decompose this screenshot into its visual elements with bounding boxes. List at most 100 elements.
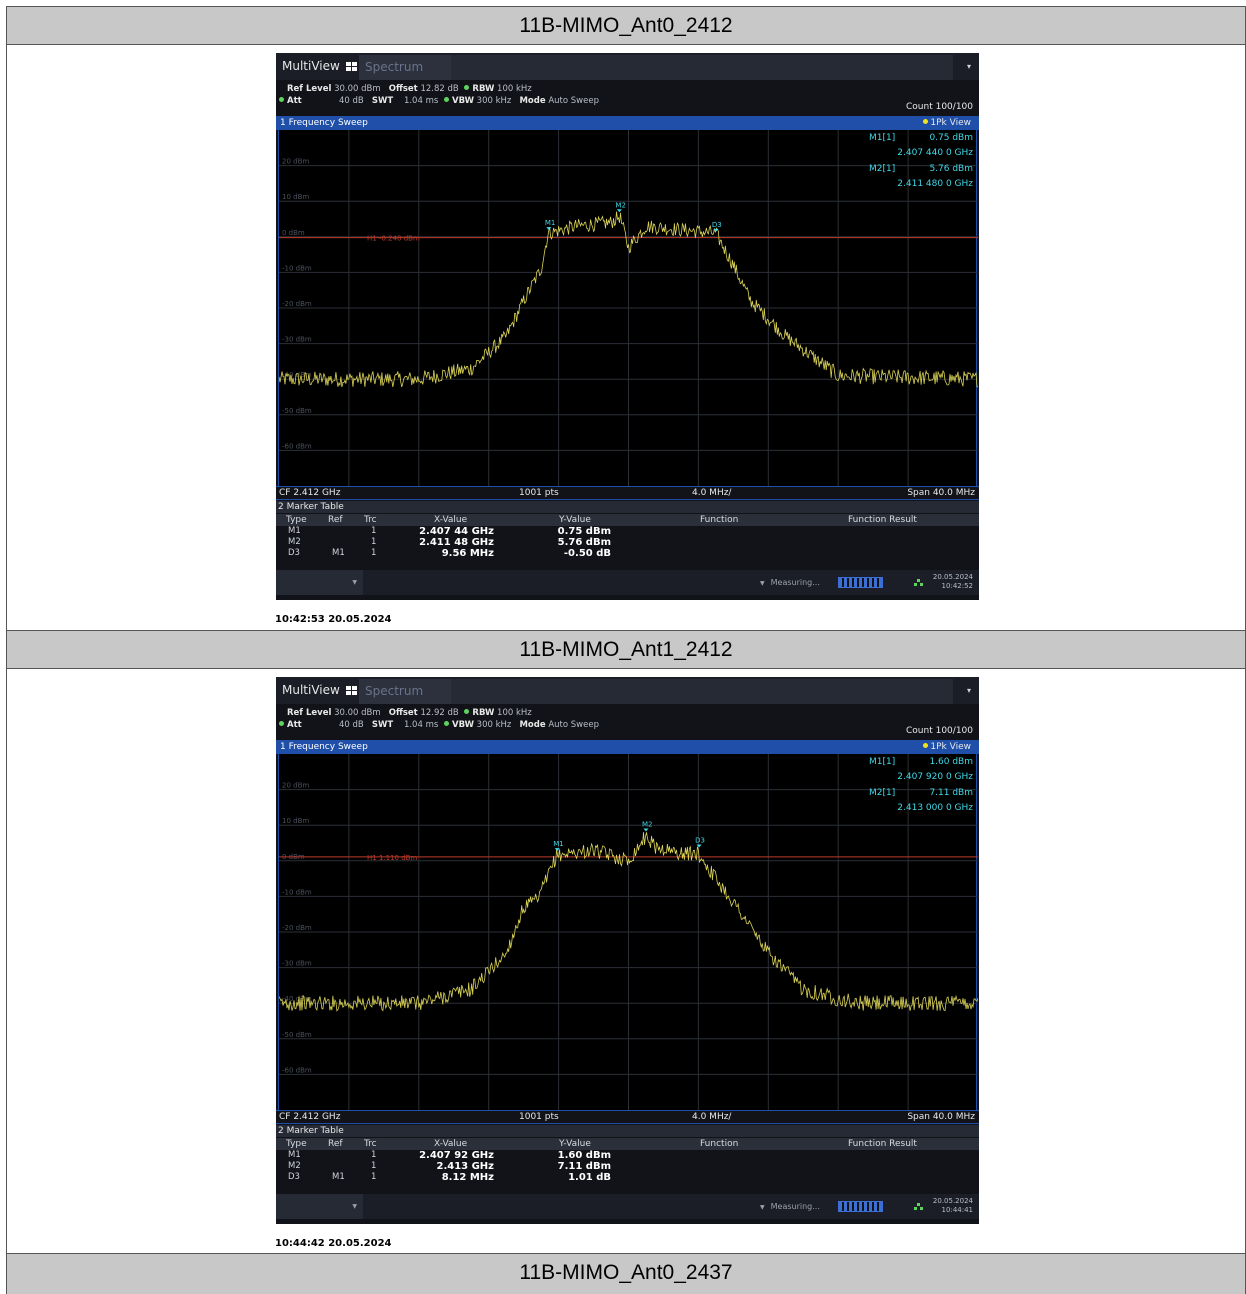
- marker-table-col-function: Function: [700, 515, 739, 525]
- measuring-chevron-icon[interactable]: ▼: [760, 1204, 765, 1211]
- marker-x-value: 8.12 MHz: [441, 1172, 494, 1183]
- tab-multiview[interactable]: MultiView: [276, 53, 359, 80]
- marker-x-value: 2.407 92 GHz: [419, 1150, 494, 1161]
- sweep-title: 1 Frequency Sweep: [280, 742, 368, 752]
- marker-table-row: M1 1 2.407 44 GHz 0.75 dBm: [276, 526, 979, 537]
- param-row-2: Att 40 dB SWT 1.04 ms VBW 300 kHz Mode Au…: [279, 719, 599, 731]
- marker-readout-name: M2[1]: [869, 788, 895, 798]
- measurement-parameters: Ref Level 30.00 dBm Offset 12.92 dB RBW …: [276, 704, 979, 740]
- section-title: 11B-MIMO_Ant0_2437: [6, 1253, 1246, 1294]
- marker-readout-frequency: 2.407 920 0 GHz: [897, 772, 973, 782]
- section-title: 11B-MIMO_Ant1_2412: [7, 631, 1245, 669]
- y-axis-label: -30 dBm: [282, 336, 312, 344]
- section-body: MultiView Spectrum ▾ Ref Level 30.00 dBm…: [7, 669, 1245, 1255]
- marker-type: M1: [288, 1150, 301, 1160]
- marker-trc: 1: [371, 526, 377, 536]
- measuring-status: ▼ Measuring...: [760, 1194, 820, 1220]
- y-axis-label: 20 dBm: [282, 158, 309, 166]
- center-frequency: CF 2.412 GHz: [279, 488, 341, 498]
- marker-triangle-icon: [546, 227, 552, 231]
- view-text: 1Pk View: [930, 118, 971, 128]
- marker-trc: 1: [371, 1150, 377, 1160]
- marker-table-col-x-value: X-Value: [434, 1139, 468, 1149]
- spectrum-plot[interactable]: 20 dBm 10 dBm 0 dBm -10 dBm -20 dBm -30 dBm -4…: [278, 754, 978, 1110]
- marker-triangle-icon: [643, 828, 649, 832]
- trace-indicator-icon: [923, 743, 929, 748]
- frequency-span: Span 40.0 MHz: [907, 1112, 975, 1122]
- network-icon: [914, 579, 923, 586]
- marker-label: M2: [642, 820, 653, 828]
- analyzer-screenshot: MultiView Spectrum ▾ Ref Level 30.00 dBm…: [276, 53, 979, 600]
- y-axis-label: -40 dBm: [282, 995, 312, 1003]
- marker-type: M1: [288, 526, 301, 536]
- param-row-2: Att 40 dB SWT 1.04 ms VBW 300 kHz Mode Au…: [279, 95, 599, 107]
- status-bar: ▼ ▼ Measuring... 20.05.2024 10:44:41: [276, 1194, 979, 1219]
- x-axis-info: CF 2.412 GHz 1001 pts 4.0 MHz/ Span 40.0…: [276, 486, 979, 500]
- section-body: MultiView Spectrum ▾ Ref Level 30.00 dBm…: [7, 45, 1245, 631]
- y-axis-label: -60 dBm: [282, 1066, 312, 1074]
- marker-table-col-function: Function: [700, 1139, 739, 1149]
- tab-multiview-label: MultiView: [282, 683, 340, 697]
- marker-table-col-x-value: X-Value: [434, 515, 468, 525]
- att-value: 40 dB: [338, 96, 364, 106]
- spectrum-plot[interactable]: 20 dBm 10 dBm 0 dBm -10 dBm -20 dBm -30 dBm -4…: [278, 130, 978, 486]
- marker-y-value: 0.75 dBm: [557, 526, 611, 537]
- param-row-1: Ref Level 30.00 dBm Offset 12.92 dB RBW …: [287, 707, 532, 719]
- status-dropdown-chevron-icon[interactable]: ▼: [276, 1194, 363, 1219]
- tab-menu-chevron-icon[interactable]: ▾: [966, 686, 971, 695]
- ref-level-value: 30.00 dBm: [334, 84, 381, 94]
- marker-trc: 1: [371, 548, 377, 558]
- marker-type: M2: [288, 1161, 301, 1171]
- swt-value: 1.04 ms: [403, 720, 439, 730]
- status-time: 10:44:41: [941, 1206, 973, 1214]
- y-axis-label: -20 dBm: [282, 300, 312, 308]
- att-indicator-icon: [279, 97, 284, 102]
- trace-indicator-icon: [923, 119, 929, 124]
- multiview-grid-icon: [345, 62, 357, 71]
- att-label: Att: [287, 720, 302, 730]
- ref-level-label: Ref Level: [287, 708, 332, 718]
- measuring-text: Measuring...: [770, 578, 820, 587]
- att-label: Att: [287, 96, 302, 106]
- marker-trc: 1: [371, 537, 377, 547]
- tab-menu-chevron-icon[interactable]: ▾: [966, 62, 971, 71]
- marker-triangle-icon: [554, 848, 560, 852]
- mode-value: Auto Sweep: [548, 720, 599, 730]
- marker-ref: M1: [332, 548, 345, 558]
- marker-table-row: D3 M1 1 8.12 MHz 1.01 dB: [276, 1172, 979, 1183]
- ref-level-value: 30.00 dBm: [334, 708, 381, 718]
- measuring-chevron-icon[interactable]: ▼: [760, 580, 765, 587]
- spectrum-trace: [279, 832, 978, 1012]
- capture-timestamp: 10:44:42 20.05.2024: [275, 1238, 392, 1249]
- vbw-indicator-icon: [443, 97, 449, 102]
- vbw-indicator-icon: [443, 721, 449, 726]
- network-icon: [914, 1203, 923, 1210]
- mode-label: Mode: [519, 96, 546, 106]
- sweep-points: 1001 pts: [519, 488, 559, 498]
- offset-value: 12.92 dB: [420, 708, 459, 718]
- marker-readout-value: 5.76 dBm: [929, 164, 973, 174]
- ref-level-label: Ref Level: [287, 84, 332, 94]
- h1-limit-label: H1 1.110 dBm: [367, 854, 417, 862]
- marker-type: D3: [288, 548, 300, 558]
- marker-readout-name: M2[1]: [869, 164, 895, 174]
- spectrum-trace: [279, 211, 978, 388]
- sweep-points: 1001 pts: [519, 1112, 559, 1122]
- tab-multiview[interactable]: MultiView: [276, 677, 359, 704]
- frequency-per-division: 4.0 MHz/: [692, 488, 732, 498]
- status-datetime: 20.05.2024 10:42:52: [933, 573, 973, 591]
- sweep-title-bar: 1 Frequency Sweep 1Pk View: [276, 116, 979, 130]
- marker-readout-value: 7.11 dBm: [929, 788, 973, 798]
- marker-readout-frequency: 2.413 000 0 GHz: [897, 803, 973, 813]
- marker-table-row: M2 1 2.413 GHz 7.11 dBm: [276, 1161, 979, 1172]
- marker-y-value: 5.76 dBm: [557, 537, 611, 548]
- tab-spectrum[interactable]: Spectrum: [359, 679, 451, 704]
- tab-spectrum[interactable]: Spectrum: [359, 55, 451, 80]
- frequency-span: Span 40.0 MHz: [907, 488, 975, 498]
- status-dropdown-chevron-icon[interactable]: ▼: [276, 570, 363, 595]
- marker-table-title: 2 Marker Table: [276, 1125, 979, 1137]
- marker-label: M2: [615, 201, 626, 209]
- marker-triangle-icon: [696, 844, 702, 848]
